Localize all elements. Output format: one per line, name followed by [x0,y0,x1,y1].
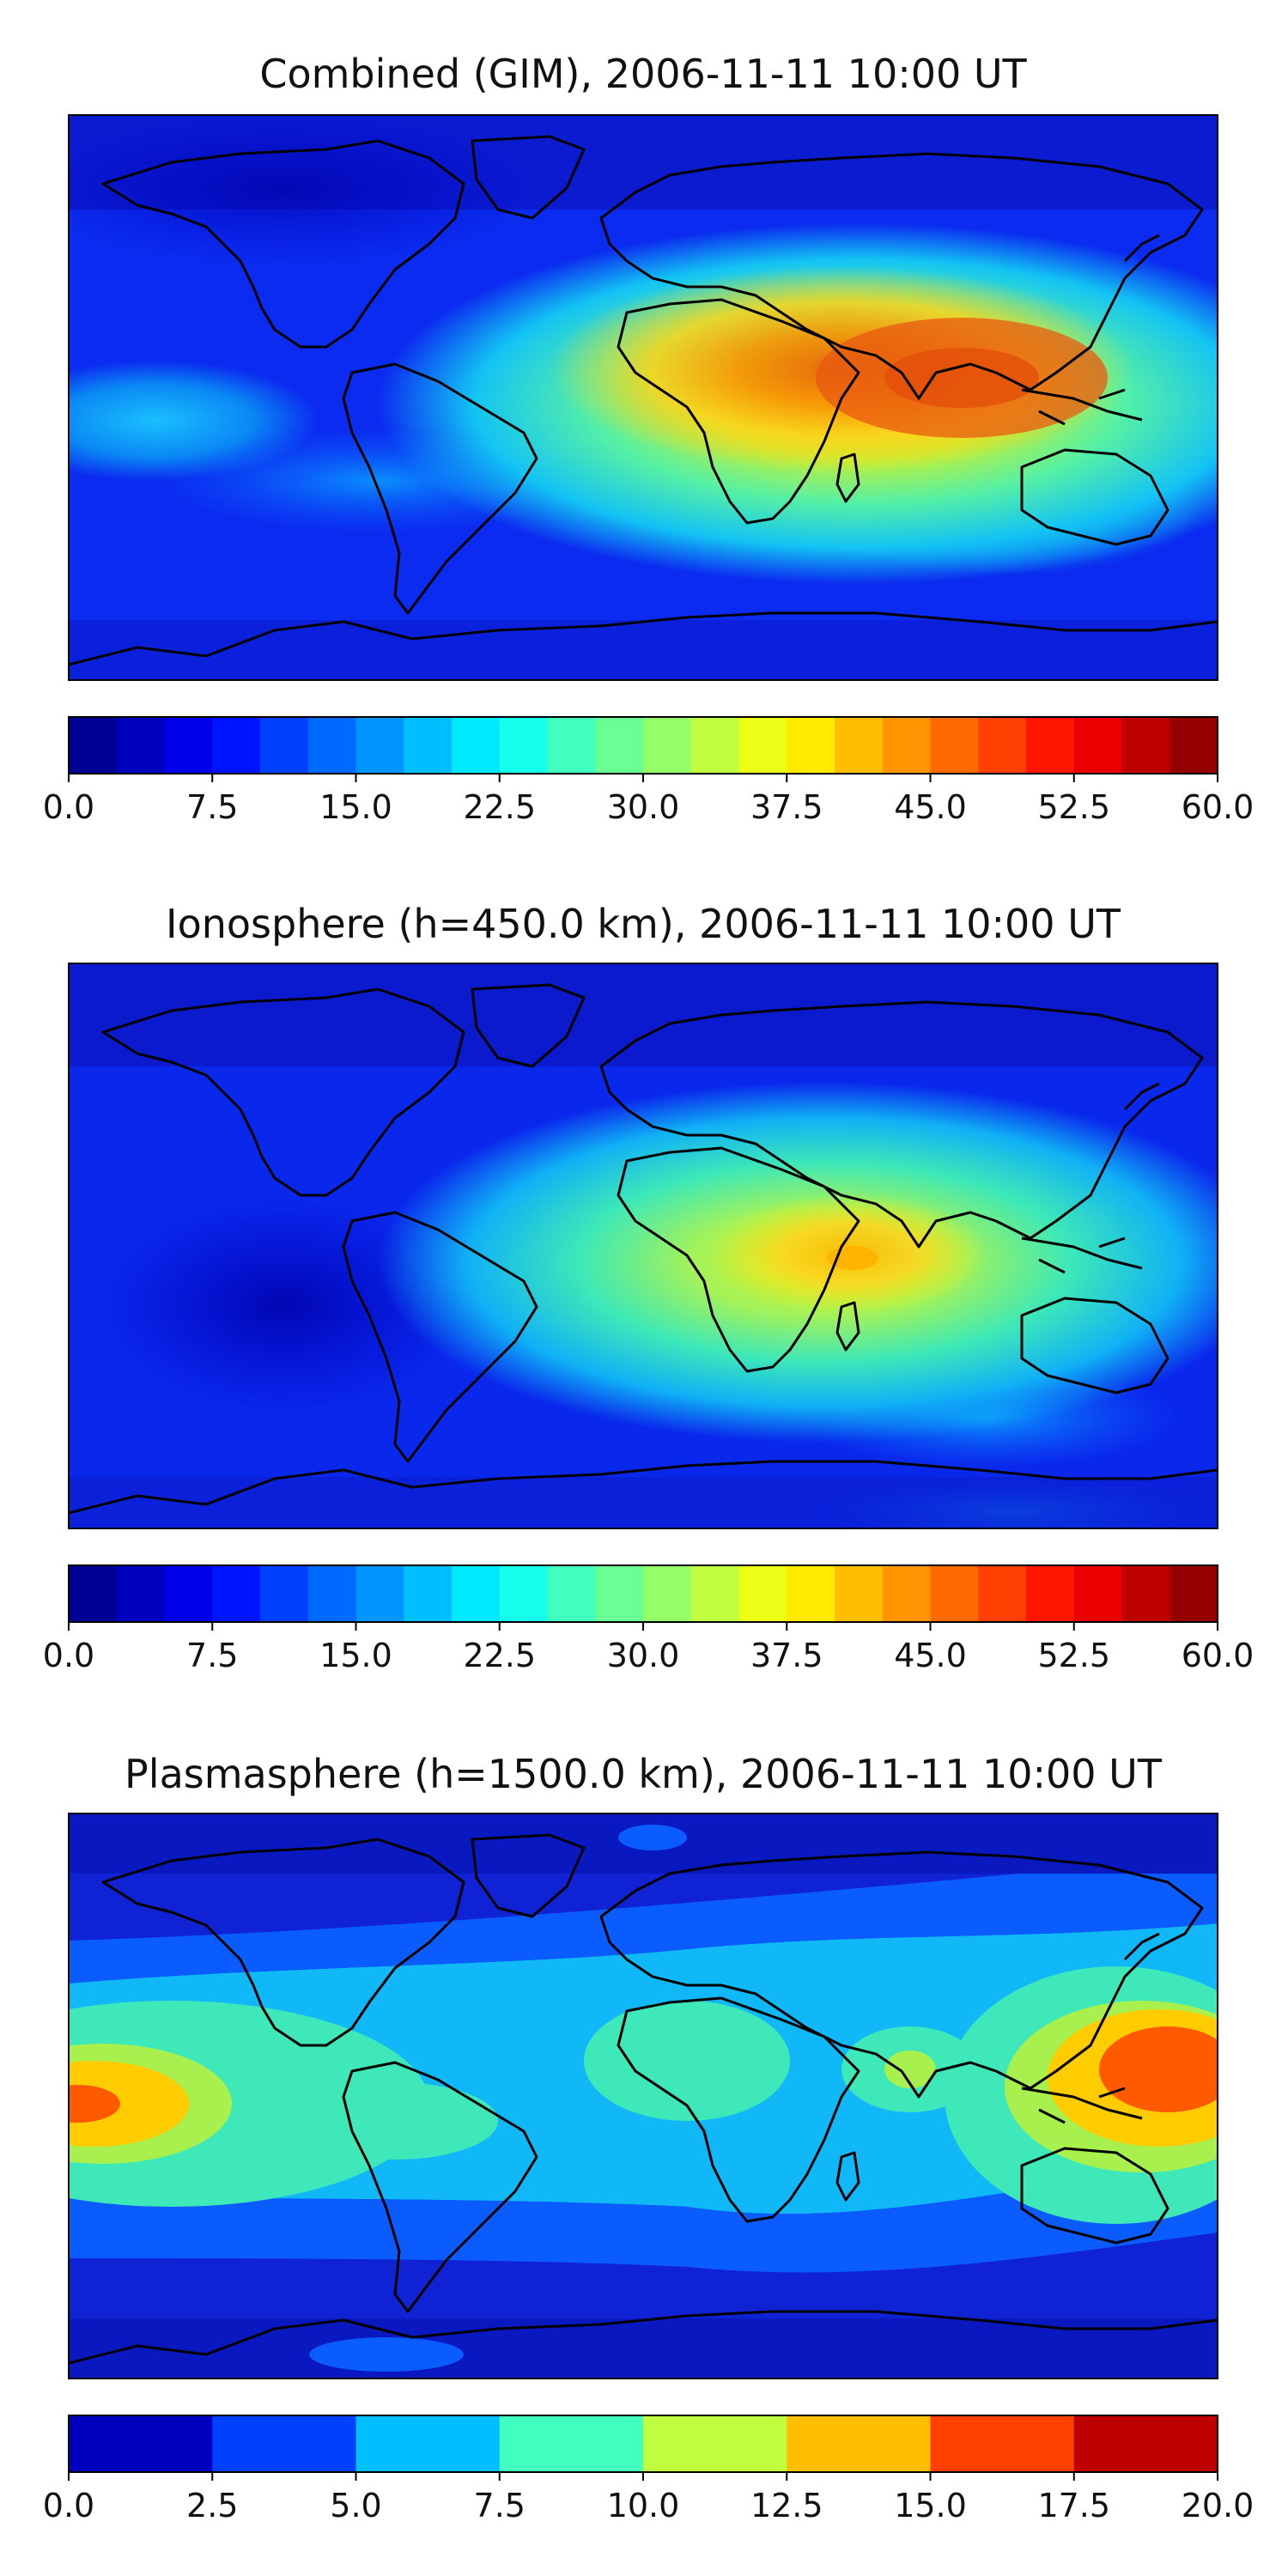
colorbar-swatch [547,717,596,774]
colorbar-swatch [882,1565,932,1622]
colorbar-swatch [930,1565,979,1622]
colorbar-swatch [69,717,118,774]
colorbar-swatch [499,717,549,774]
colorbar-swatch [643,717,692,774]
colorbar-tick-label: 15.0 [894,2487,967,2524]
panel-title-plasmasphere: Plasmasphere (h=1500.0 km), 2006-11-11 1… [125,1751,1163,1797]
colorbar-swatch [69,1565,118,1622]
colorbar-swatch [1121,1565,1170,1622]
map-ionosphere [69,963,1218,1528]
colorbar-swatch [1121,717,1170,774]
colorbar-swatch [499,1565,549,1622]
colorbar-tick-label: 60.0 [1182,788,1255,826]
colorbar-swatch [116,1565,166,1622]
colorbar-swatch [835,717,884,774]
colorbar-tick-label: 37.5 [750,788,823,826]
colorbar-swatch [930,2415,1075,2472]
colorbar-swatch [1073,2415,1218,2472]
colorbar-tick-label: 60.0 [1182,1637,1255,1674]
colorbar-swatch [787,2415,932,2472]
colorbar-swatch [307,717,357,774]
colorbar-swatch [116,717,166,774]
map-combined [69,115,1218,680]
colorbar-swatch [595,1565,644,1622]
colorbar-swatch [452,717,501,774]
colorbar-swatch [738,717,787,774]
colorbar-tick-label: 22.5 [463,788,536,826]
map-plasmasphere [69,1814,1218,2379]
colorbar-swatch [978,1565,1027,1622]
colorbar-ionosphere: 0.0 7.5 15.0 22.5 30.0 37.5 45.0 52.5 60.0 [43,1564,1255,1674]
panel-title-ionosphere: Ionosphere (h=450.0 km), 2006-11-11 10:0… [166,901,1121,947]
colorbar-swatch [212,717,261,774]
colorbar-swatch [355,2415,501,2472]
colorbar-tick-label: 37.5 [750,1637,823,1674]
colorbar-tick-label: 2.5 [186,2487,238,2524]
colorbar-swatch [930,717,979,774]
colorbar-tick-label: 45.0 [894,1637,967,1674]
colorbar-tick-label: 0.0 [43,2487,94,2524]
colorbar-tick-label: 30.0 [607,1637,680,1674]
colorbar-swatch [452,1565,501,1622]
colorbar-tick-label: 52.5 [1037,1637,1110,1674]
colorbar-swatch [260,1565,309,1622]
colorbar-swatch [307,1565,357,1622]
colorbar-tick-label: 52.5 [1037,788,1110,826]
colorbar-swatch [1073,717,1123,774]
colorbar-swatch [404,717,453,774]
colorbar-swatch [1170,717,1218,774]
colorbar-swatch [499,2415,644,2472]
colorbar-tick-label: 7.5 [474,2487,526,2524]
colorbar-combined: 0.0 7.5 15.0 22.5 30.0 37.5 45.0 52.5 60.0 [43,716,1255,826]
colorbar-swatch [164,717,213,774]
colorbar-swatch [1026,717,1075,774]
colorbar-swatch [1026,1565,1075,1622]
colorbar-swatch [643,2415,787,2472]
map-frame [68,963,1218,1529]
colorbar-swatch [595,717,644,774]
colorbar-swatch [355,717,404,774]
colorbar-tick-label: 22.5 [463,1637,536,1674]
colorbar-tick-label: 7.5 [186,1637,238,1674]
colorbar-tick-label: 10.0 [607,2487,680,2524]
colorbar-swatch [643,1565,692,1622]
colorbar-tick-label: 45.0 [894,788,967,826]
colorbar-swatch [1073,1565,1123,1622]
colorbar-swatch [835,1565,884,1622]
colorbar-tick-label: 5.0 [330,2487,381,2524]
colorbar-tick-label: 15.0 [319,1637,392,1674]
colorbar-tick-label: 15.0 [319,788,392,826]
panel-title-combined: Combined (GIM), 2006-11-11 10:00 UT [259,51,1027,97]
colorbar-swatch [690,1565,740,1622]
colorbar-tick-label: 0.0 [43,1637,94,1674]
colorbar-swatch [738,1565,787,1622]
colorbar-tick-label: 20.0 [1182,2487,1255,2524]
colorbar-swatch [787,717,835,774]
colorbar-tick-label: 17.5 [1037,2487,1110,2524]
colorbar-swatch [355,1565,404,1622]
colorbar-swatch [164,1565,213,1622]
colorbar-swatch [787,1565,835,1622]
colorbar-tick-label: 30.0 [607,788,680,826]
colorbar-tick-label: 12.5 [750,2487,823,2524]
colorbar-swatch [404,1565,453,1622]
colorbar-swatch [690,717,740,774]
colorbar-swatch [978,717,1027,774]
colorbar-swatch [547,1565,596,1622]
map-frame [68,114,1218,681]
colorbar-plasmasphere: 0.0 2.5 5.0 7.5 10.0 12.5 15.0 17.5 20.0 [43,2415,1255,2524]
colorbar-swatch [1170,1565,1218,1622]
colorbar-swatch [260,717,309,774]
map-frame [68,1813,1218,2379]
colorbar-tick-label: 7.5 [186,788,238,826]
colorbar-swatch [882,717,932,774]
colorbar-swatch [212,1565,261,1622]
colorbar-swatch [212,2415,357,2472]
colorbar-tick-label: 0.0 [43,788,94,826]
colorbar-swatch [69,2415,213,2472]
